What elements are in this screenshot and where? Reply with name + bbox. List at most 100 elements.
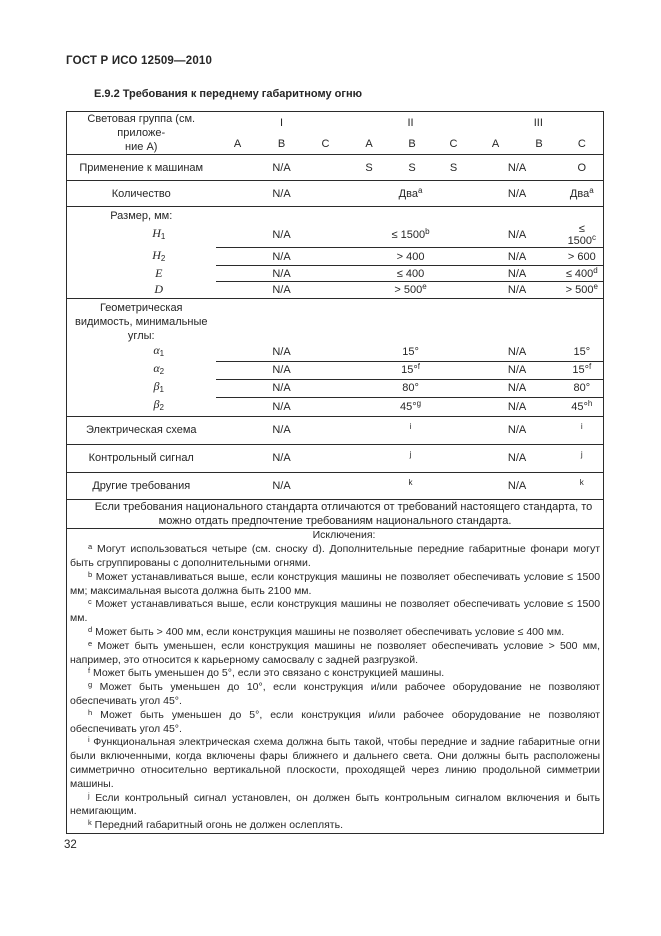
symbol-subscript: 1 bbox=[160, 232, 166, 242]
footnote-marker: b bbox=[88, 569, 93, 579]
table-row: Применение к машинам N/A S S S N/A O bbox=[66, 154, 604, 181]
footnote-marker: d bbox=[88, 625, 93, 635]
national-standard-note: Если требования национального стандарта … bbox=[66, 498, 604, 528]
subcolumn-header-cell: A bbox=[365, 137, 373, 150]
subcolumn-header-cell: B bbox=[408, 137, 416, 150]
value-cell bbox=[560, 206, 604, 223]
row-label-cell: Геометрическая видимость, минимальные уг… bbox=[66, 298, 216, 343]
note-row: Если требования национального стандарта … bbox=[66, 498, 604, 528]
value-cell: ≤ 400d bbox=[560, 265, 604, 282]
footnote-marker: f bbox=[88, 666, 91, 676]
group-header-cell: III bbox=[533, 116, 543, 129]
value-cell: N/A bbox=[473, 281, 561, 299]
corner-label-line: ние А) bbox=[125, 141, 158, 153]
value-cell: N/A bbox=[215, 247, 348, 266]
table-body: Применение к машинам N/A S S S N/A O Количество… bbox=[66, 154, 604, 834]
row-label-cell: H2 bbox=[67, 248, 216, 266]
footnote-marker: c bbox=[592, 233, 597, 242]
footnote-marker: k bbox=[579, 477, 584, 487]
symbol-glyph: E bbox=[155, 266, 163, 280]
footnote-marker: i bbox=[409, 422, 412, 431]
symbol-glyph: H bbox=[152, 247, 161, 262]
footnote-marker: i bbox=[88, 735, 90, 745]
row-label-cell: H1 bbox=[67, 223, 216, 248]
footnote-marker: j bbox=[88, 790, 90, 800]
value-cell bbox=[347, 298, 474, 343]
value-cell: 15°f bbox=[347, 360, 474, 379]
section-title: Е.9.2 Требования к переднему габаритному… bbox=[94, 88, 362, 100]
exceptions-row: Исключения: a Могут использоваться четыре… bbox=[66, 527, 604, 834]
value-cell bbox=[473, 298, 561, 343]
value-cell bbox=[560, 298, 604, 343]
table-row: Другие требования N/A k N/A k bbox=[66, 471, 604, 499]
row-label-cell: Электрическая схема bbox=[66, 415, 216, 444]
exception-item: k Передний габаритный огонь не должен ос… bbox=[88, 818, 343, 832]
symbol-glyph: H bbox=[152, 226, 161, 241]
value-cell: i bbox=[560, 415, 604, 444]
value-cell: N/A bbox=[215, 396, 348, 416]
value-cell: ≤ 1500c bbox=[567, 223, 597, 247]
row-label-cell: Другие требования bbox=[66, 471, 216, 499]
subcolumn-header-cell: C bbox=[577, 137, 586, 150]
value-cell: N/A bbox=[215, 281, 348, 299]
value-cell: 15° bbox=[573, 345, 591, 358]
value-cell: N/A bbox=[473, 154, 561, 181]
value-cell bbox=[347, 206, 474, 223]
footnote-marker: j bbox=[409, 450, 412, 459]
subcolumn-header-cell: A bbox=[233, 137, 242, 150]
symbol-subscript: 1 bbox=[159, 349, 165, 358]
exception-item: b Может устанавливаться выше, если конст… bbox=[70, 569, 601, 597]
table-row: α1 N/A 15° N/A 15° bbox=[67, 343, 604, 361]
footnote-marker: h bbox=[88, 707, 93, 717]
footnote-marker: a bbox=[589, 185, 594, 195]
requirements-table: Световая группа (см. приложе-ние А) I II II… bbox=[66, 111, 605, 835]
value-cell: O bbox=[560, 154, 604, 181]
subcolumn-header-cell: B bbox=[535, 137, 543, 150]
exception-item: a Могут использоваться четыре (см. сноск… bbox=[70, 542, 601, 570]
row-label-cell: Количество bbox=[66, 180, 216, 207]
value-cell: N/A bbox=[473, 247, 561, 266]
value-cell: 80° bbox=[347, 378, 474, 397]
row-label-cell: E bbox=[67, 266, 216, 282]
value-cell bbox=[215, 298, 348, 343]
table-row: E N/A ≤ 400 N/A ≤ 400d bbox=[67, 265, 604, 282]
symbol-glyph: α bbox=[153, 343, 160, 357]
value-cell: j bbox=[560, 443, 604, 472]
footnote-marker: f bbox=[589, 362, 592, 371]
group-header-cell: II bbox=[407, 116, 414, 129]
value-cell: S bbox=[347, 154, 391, 181]
subcolumn-header-cell: A bbox=[491, 137, 500, 150]
group-header-cell: I bbox=[279, 116, 284, 129]
symbol-glyph: D bbox=[154, 282, 164, 297]
value-cell: N/A bbox=[215, 443, 348, 472]
row-label-cell: α2 bbox=[67, 361, 216, 379]
table-row: H2 N/A > 400 N/A > 600 bbox=[67, 247, 604, 266]
exception-item: h Может быть уменьшен до 5°, если констр… bbox=[70, 707, 601, 735]
subcolumn-header-cell: B bbox=[277, 137, 286, 150]
value-cell: N/A bbox=[473, 471, 561, 499]
corner-label-line: Световая группа (см. приложе- bbox=[87, 113, 196, 139]
table-row: D N/A > 500e N/A > 500e bbox=[67, 281, 604, 299]
row-label-cell: D bbox=[67, 282, 216, 299]
subcolumn-header-cell: C bbox=[321, 137, 330, 150]
table-row: Размер, мм: bbox=[66, 206, 604, 223]
value-cell: N/A bbox=[215, 154, 348, 181]
value-cell: 15° bbox=[402, 345, 419, 358]
value-cell: N/A bbox=[473, 378, 561, 397]
value-cell: S bbox=[433, 154, 474, 181]
footnote-marker: d bbox=[593, 265, 598, 275]
value-cell: ≤ 400 bbox=[347, 265, 474, 282]
footnote-marker: c bbox=[88, 597, 92, 607]
value-cell: Дваa bbox=[347, 180, 474, 207]
table-row: H1 N/A ≤ 1500b N/A ≤ 1500c bbox=[67, 223, 604, 248]
exception-item: f Может быть уменьшен до 5°, если это св… bbox=[88, 666, 445, 680]
footnote-marker: j bbox=[580, 450, 583, 459]
value-cell: N/A bbox=[272, 345, 291, 358]
table-row: Электрическая схема N/A i N/A i bbox=[66, 415, 604, 444]
value-cell: N/A bbox=[473, 415, 561, 444]
table-row: Геометрическая видимость, минимальные уг… bbox=[66, 298, 604, 343]
table-row: Количество N/A Дваa N/A Дваa bbox=[66, 180, 604, 207]
footnote-marker: i bbox=[580, 422, 583, 431]
